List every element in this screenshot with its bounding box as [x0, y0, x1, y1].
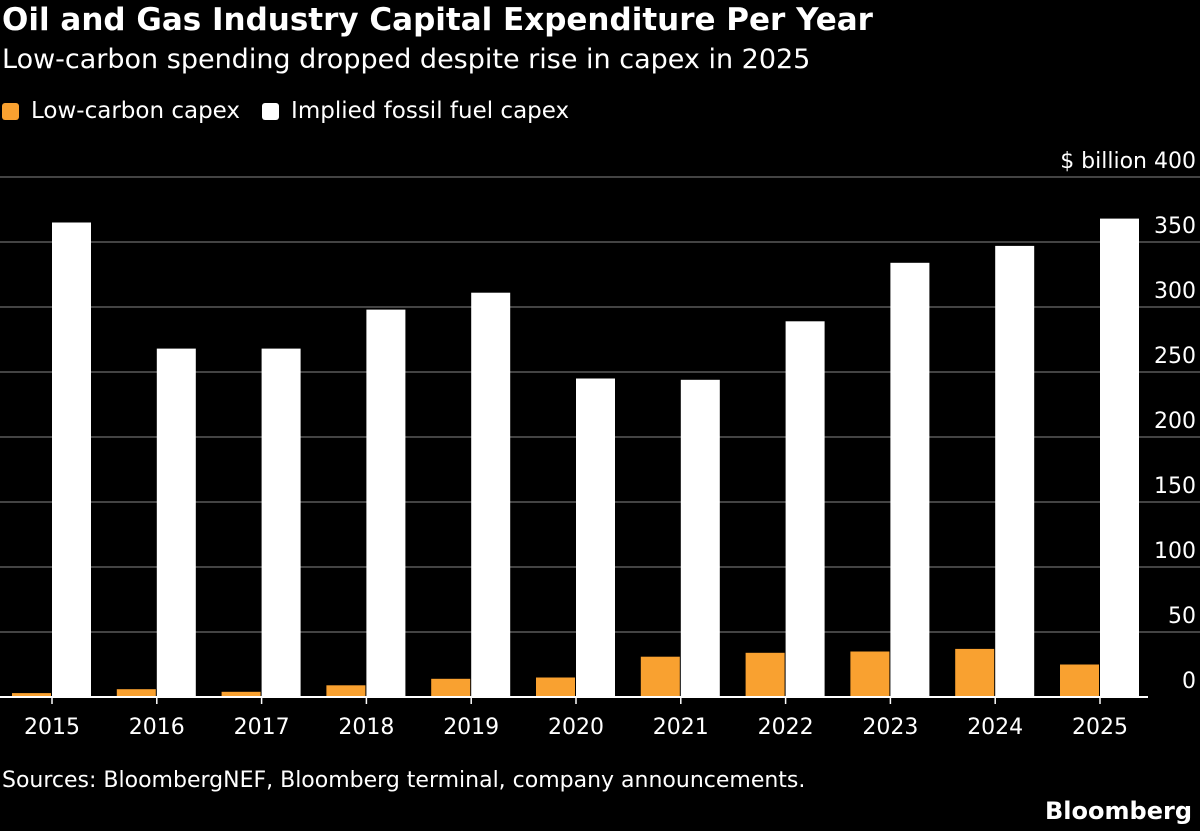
bar-fossil	[890, 262, 930, 697]
bar-low-carbon	[1060, 664, 1099, 697]
x-tick-label: 2023	[862, 715, 918, 740]
bar-low-carbon	[431, 678, 471, 697]
legend-item-low-carbon: Low-carbon capex	[2, 98, 240, 124]
bloomberg-logo: Bloomberg	[1045, 797, 1192, 825]
legend: Low-carbon capex Implied fossil fuel cap…	[2, 98, 591, 124]
x-tick-label: 2021	[653, 715, 709, 740]
bar-low-carbon	[955, 648, 995, 697]
bar-low-carbon	[326, 685, 366, 697]
bar-low-carbon	[745, 652, 785, 697]
y-tick-label: 150	[1154, 474, 1196, 499]
legend-swatch-fossil	[262, 102, 280, 120]
x-tick-label: 2017	[234, 715, 290, 740]
bar-fossil	[471, 292, 511, 697]
bar-low-carbon	[12, 693, 51, 697]
y-tick-label: 0	[1182, 669, 1196, 694]
x-tick-label: 2024	[967, 715, 1023, 740]
bar-fossil	[366, 309, 406, 697]
bar-low-carbon	[221, 691, 261, 697]
legend-swatch-low-carbon	[2, 102, 19, 120]
bar-low-carbon	[536, 677, 575, 697]
x-tick-label: 2019	[443, 715, 499, 740]
y-tick-label: 250	[1154, 344, 1196, 369]
y-tick-label: 200	[1154, 409, 1196, 434]
y-tick-label: 100	[1154, 539, 1196, 564]
x-tick-label: 2020	[548, 715, 604, 740]
bar-low-carbon	[640, 656, 680, 697]
x-tick-label: 2015	[24, 715, 80, 740]
bar-fossil	[576, 378, 615, 697]
bar-fossil	[1100, 218, 1139, 697]
chart-title: Oil and Gas Industry Capital Expenditure…	[2, 2, 873, 38]
x-tick-label: 2016	[129, 715, 185, 740]
x-tick-label: 2018	[338, 715, 394, 740]
y-tick-label: 350	[1154, 214, 1196, 239]
y-tick-label: 50	[1168, 604, 1196, 629]
y-axis-unit-label: $ billion	[1060, 149, 1147, 174]
bar-fossil	[52, 222, 91, 697]
bar-low-carbon	[116, 689, 156, 697]
bar-fossil	[156, 348, 196, 697]
bar-fossil	[995, 245, 1035, 697]
chart-subtitle: Low-carbon spending dropped despite rise…	[2, 44, 811, 75]
x-tick-label: 2022	[758, 715, 814, 740]
y-tick-label: 300	[1154, 279, 1196, 304]
bar-low-carbon	[850, 651, 890, 697]
bar-fossil	[261, 348, 301, 697]
legend-item-fossil: Implied fossil fuel capex	[262, 98, 569, 124]
y-tick-label: 400	[1154, 149, 1196, 174]
bar-fossil	[785, 321, 825, 697]
legend-label-fossil: Implied fossil fuel capex	[291, 98, 570, 124]
legend-label-low-carbon: Low-carbon capex	[31, 98, 241, 124]
source-note: Sources: BloombergNEF, Bloomberg termina…	[2, 768, 806, 793]
bar-chart: 0 50 100 150 200 250 300 350 400 $ billion 2015 201…	[0, 149, 1200, 740]
x-tick-label: 2025	[1072, 715, 1128, 740]
bar-fossil	[680, 379, 720, 697]
